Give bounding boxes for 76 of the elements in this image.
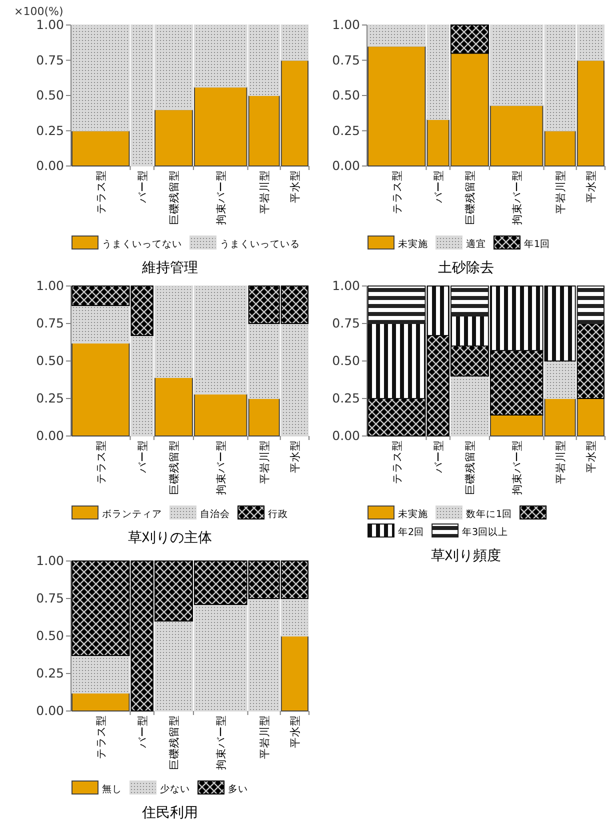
legend-label: 年1回 [524, 238, 550, 250]
y-tick-label: 0.00 [36, 158, 64, 173]
x-tick-label: 拘束バー型 [214, 715, 228, 770]
legend-label: 年3回以上 [462, 526, 508, 538]
legend-label: 年2回 [398, 526, 424, 538]
x-tick-label: 平岩川型 [554, 170, 568, 214]
x-tick-label: バー型 [137, 440, 150, 474]
legend-label: 未実施 [398, 508, 428, 520]
y-tick-label: 1.00 [36, 278, 64, 293]
x-tick-label: 平水型 [288, 440, 302, 473]
x-tick-label: テラス型 [96, 715, 108, 759]
x-tick-label: 平岩川型 [258, 170, 272, 214]
legend-label: 多い [228, 783, 248, 795]
y-tick-label: 0.25 [36, 122, 64, 138]
y-tick-label: 0.75 [36, 52, 64, 68]
legend-label: 未実施 [398, 238, 428, 250]
x-tick-label: バー型 [137, 170, 150, 204]
y-tick-label: 0.00 [332, 158, 360, 173]
y-tick-label: 0.50 [36, 88, 64, 102]
y-tick-label: 0.75 [332, 316, 360, 330]
x-tick-label: バー型 [137, 715, 150, 749]
x-tick-label: 平岩川型 [554, 440, 568, 484]
x-tick-label: バー型 [433, 440, 446, 474]
x-tick-label: 巨礫残留型 [464, 170, 477, 225]
y-tick-label: 0.00 [332, 428, 360, 443]
y-tick-label: 0.00 [36, 428, 64, 443]
legend-label: うまくいってない [102, 239, 182, 250]
y-tick-label: 0.25 [332, 390, 360, 406]
x-tick-label: バー型 [433, 170, 446, 204]
y-tick-label: 0.25 [332, 122, 360, 138]
x-tick-label: 平水型 [288, 715, 302, 748]
legend-label: うまくいっている [220, 239, 300, 250]
y-axis-title: ×100(%) [14, 5, 64, 18]
x-tick-label: 平水型 [584, 170, 598, 203]
y-tick-label: 0.50 [332, 88, 360, 102]
x-tick-label: 巨礫残留型 [168, 170, 181, 225]
x-tick-label: 平岩川型 [258, 440, 272, 484]
text: 草刈り頻度 [431, 548, 501, 564]
text: 維持管理 [141, 260, 198, 276]
legend-label: 適宜 [466, 238, 486, 250]
legend-label: ボランティア [102, 509, 162, 520]
text: 住民利用 [141, 805, 198, 821]
x-tick-label: テラス型 [96, 170, 108, 214]
x-tick-label: 拘束バー型 [214, 440, 228, 495]
legend-label: 行政 [268, 509, 288, 520]
x-tick-label: 巨礫残留型 [168, 715, 181, 770]
y-tick-label: 1.00 [36, 553, 64, 568]
legend-label: 数年に1回 [466, 508, 512, 520]
x-tick-label: 巨礫残留型 [168, 440, 181, 495]
y-tick-label: 0.50 [332, 353, 360, 368]
x-tick-label: 拘束バー型 [510, 440, 524, 495]
text: 土砂除去 [438, 260, 494, 276]
y-tick-label: 1.00 [332, 278, 360, 293]
y-tick-label: 0.75 [36, 590, 64, 606]
y-tick-label: 0.00 [36, 703, 64, 718]
legend-label: 少ない [160, 783, 190, 795]
x-tick-label: 平水型 [288, 170, 302, 203]
y-tick-label: 0.50 [36, 353, 64, 368]
y-tick-label: 0.75 [332, 52, 360, 68]
x-tick-label: 拘束バー型 [510, 170, 524, 225]
x-tick-label: 巨礫残留型 [464, 440, 477, 495]
x-tick-label: テラス型 [96, 440, 108, 484]
y-tick-label: 1.00 [332, 17, 360, 32]
y-tick-label: 0.25 [36, 666, 64, 680]
x-tick-label: 拘束バー型 [214, 170, 228, 225]
y-tick-label: 0.75 [36, 316, 64, 330]
legend-label: 無し [102, 783, 122, 795]
y-tick-label: 1.00 [36, 17, 64, 32]
y-tick-label: 0.50 [36, 628, 64, 643]
x-tick-label: 平水型 [584, 440, 598, 473]
y-tick-label: 0.25 [36, 390, 64, 406]
x-tick-label: テラス型 [392, 440, 404, 484]
text: 草刈りの主体 [128, 530, 212, 546]
x-tick-label: 平岩川型 [258, 715, 272, 759]
legend-label: 自治会 [200, 508, 230, 520]
x-tick-label: テラス型 [392, 170, 404, 214]
